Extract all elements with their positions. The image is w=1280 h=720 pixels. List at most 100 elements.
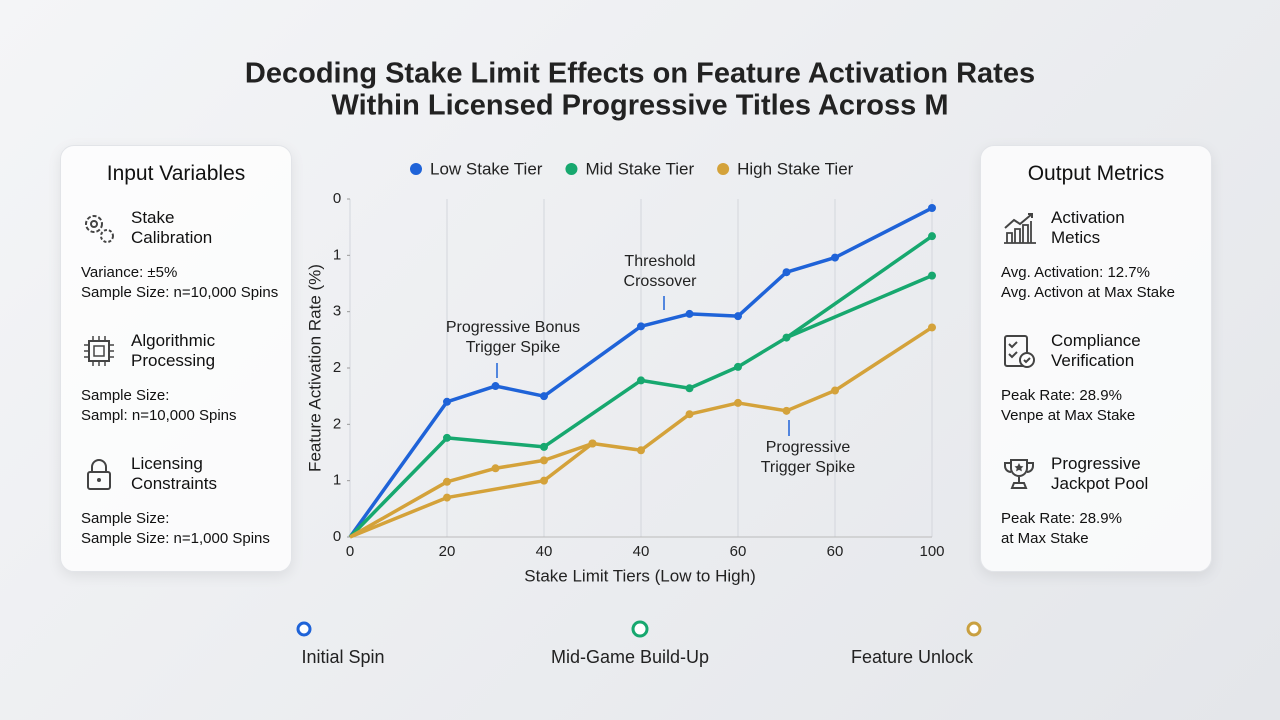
data-point [443, 433, 451, 442]
series-line [349, 442, 594, 539]
item-detail: Avg. Activon at Max Stake [1001, 284, 1175, 301]
item-detail: Venpe at Max Stake [1001, 407, 1136, 424]
item-detail: Sampl: n=10,000 Spins [81, 407, 237, 424]
item-detail: Sample Size: n=1,000 Spins [81, 530, 270, 547]
data-point [540, 476, 548, 485]
title: Decoding Stake Limit Effects on Feature … [245, 58, 1035, 90]
data-point [685, 384, 694, 393]
data-point [540, 456, 548, 465]
x-tick-label: 40 [536, 543, 553, 560]
annotation: Threshold [624, 253, 695, 270]
data-point [637, 446, 645, 455]
item-icon [1004, 459, 1034, 489]
data-point [637, 376, 645, 385]
legend-label: Mid Stake Tier [585, 159, 694, 178]
item-label: Verification [1051, 351, 1135, 370]
item-icon [84, 336, 114, 366]
data-point [637, 322, 645, 331]
item-label: Algorithmic [131, 331, 216, 350]
data-point [685, 309, 694, 318]
data-point [831, 253, 839, 262]
data-point [782, 406, 791, 415]
annotation: Progressive Bonus [446, 319, 580, 336]
item-label: Processing [131, 351, 216, 370]
item-label: Activation [1051, 208, 1125, 227]
data-point [928, 204, 936, 213]
annotation: Trigger Spike [761, 459, 856, 476]
data-point [491, 382, 500, 391]
data-point [491, 464, 500, 473]
series-line [348, 234, 934, 539]
output-panel: Output Metrics Activation Metics Avg. Activ… [980, 145, 1212, 572]
y-tick-label: 0 [333, 190, 341, 207]
data-point [443, 477, 451, 486]
data-point [928, 271, 936, 280]
data-point [540, 442, 548, 451]
panel-title: Input Variables [106, 162, 246, 185]
x-tick-label: 100 [919, 543, 944, 560]
input-panel: Input Variables Stake Calibration Variance:… [60, 145, 292, 572]
data-point [782, 268, 791, 277]
y-tick-label: 3 [333, 303, 341, 320]
item-label: Licensing [131, 454, 203, 473]
legend-label: Low Stake Tier [430, 159, 543, 178]
item-detail: Peak Rate: 28.9% [1001, 510, 1122, 527]
data-point [831, 386, 839, 395]
x-tick-label: 60 [827, 543, 844, 560]
y-tick-label: 0 [333, 528, 341, 545]
series-line [785, 274, 933, 340]
item-detail: Sample Size: [81, 387, 170, 404]
item-icon [1004, 335, 1035, 368]
item-icon [1004, 213, 1036, 244]
item-label: Calibration [131, 228, 213, 247]
item-detail: at Max Stake [1001, 530, 1089, 547]
data-point [443, 493, 451, 502]
legend-marker [565, 163, 578, 175]
item-label: Stake [131, 208, 175, 227]
x-tick-label: 60 [730, 543, 747, 560]
title: Within Licensed Progressive Titles Acros… [332, 90, 949, 122]
data-point [734, 312, 742, 321]
legend-marker [717, 163, 730, 175]
item-label: Jackpot Pool [1051, 474, 1149, 493]
legend-marker [410, 163, 422, 175]
item-detail: Peak Rate: 28.9% [1001, 387, 1122, 404]
x-tick-label: 40 [633, 543, 650, 560]
timeline-node [966, 621, 982, 637]
annotation: Trigger Spike [466, 339, 561, 356]
annotation: Progressive [766, 439, 851, 456]
item-label: Metics [1051, 228, 1101, 247]
y-tick-label: 1 [333, 246, 341, 263]
y-axis-label: Feature Activation Rate (%) [305, 264, 324, 472]
timeline-label: Feature Unlock [851, 647, 974, 667]
data-point [443, 397, 451, 406]
timeline-label: Mid-Game Build-Up [551, 647, 709, 667]
data-point [540, 392, 548, 401]
y-tick-label: 1 [333, 472, 341, 489]
y-tick-label: 2 [333, 359, 341, 376]
y-tick-label: 2 [333, 415, 341, 432]
data-point [928, 232, 936, 241]
x-axis-label: Stake Limit Tiers (Low to High) [524, 566, 755, 585]
x-tick-label: 0 [346, 543, 354, 560]
panel-title: Output Metrics [1027, 162, 1165, 185]
item-detail: Sample Size: [81, 510, 170, 527]
timeline-node [296, 621, 312, 637]
data-point [928, 323, 936, 332]
item-detail: Sample Size: n=10,000 Spins [81, 284, 279, 301]
item-label: Progressive [1051, 454, 1141, 473]
annotation: Crossover [624, 273, 698, 290]
data-point [685, 410, 694, 419]
data-point [734, 398, 742, 407]
timeline-label: Initial Spin [301, 647, 384, 667]
item-label: Constraints [131, 474, 217, 493]
x-tick-label: 20 [439, 543, 456, 560]
legend-label: High Stake Tier [737, 159, 854, 178]
item-detail: Avg. Activation: 12.7% [1001, 264, 1150, 281]
timeline-node [631, 620, 649, 638]
item-icon [85, 215, 114, 243]
item-icon [87, 459, 111, 490]
series-line [348, 206, 933, 539]
